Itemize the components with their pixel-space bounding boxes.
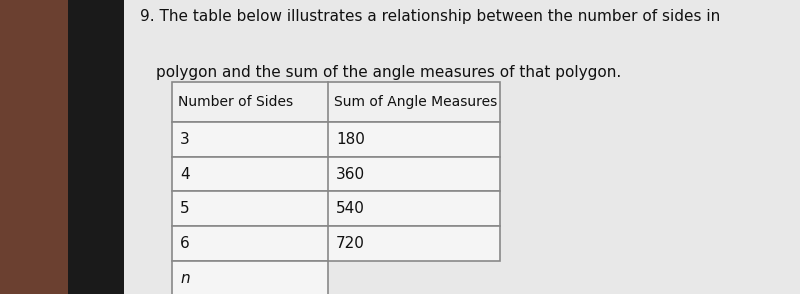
Text: 9. The table below illustrates a relationship between the number of sides in: 9. The table below illustrates a relatio… bbox=[140, 9, 720, 24]
Text: 6: 6 bbox=[180, 236, 190, 251]
Text: Number of Sides: Number of Sides bbox=[178, 95, 294, 109]
Text: 540: 540 bbox=[336, 201, 365, 216]
Text: 4: 4 bbox=[180, 166, 190, 182]
Text: 3: 3 bbox=[180, 132, 190, 147]
Text: 360: 360 bbox=[336, 166, 365, 182]
Text: 720: 720 bbox=[336, 236, 365, 251]
Text: n: n bbox=[180, 270, 190, 286]
Text: Sum of Angle Measures: Sum of Angle Measures bbox=[334, 95, 498, 109]
Text: polygon and the sum of the angle measures of that polygon.: polygon and the sum of the angle measure… bbox=[156, 65, 622, 80]
Text: 180: 180 bbox=[336, 132, 365, 147]
Text: 5: 5 bbox=[180, 201, 190, 216]
Bar bbox=[0, 0, 68, 294]
